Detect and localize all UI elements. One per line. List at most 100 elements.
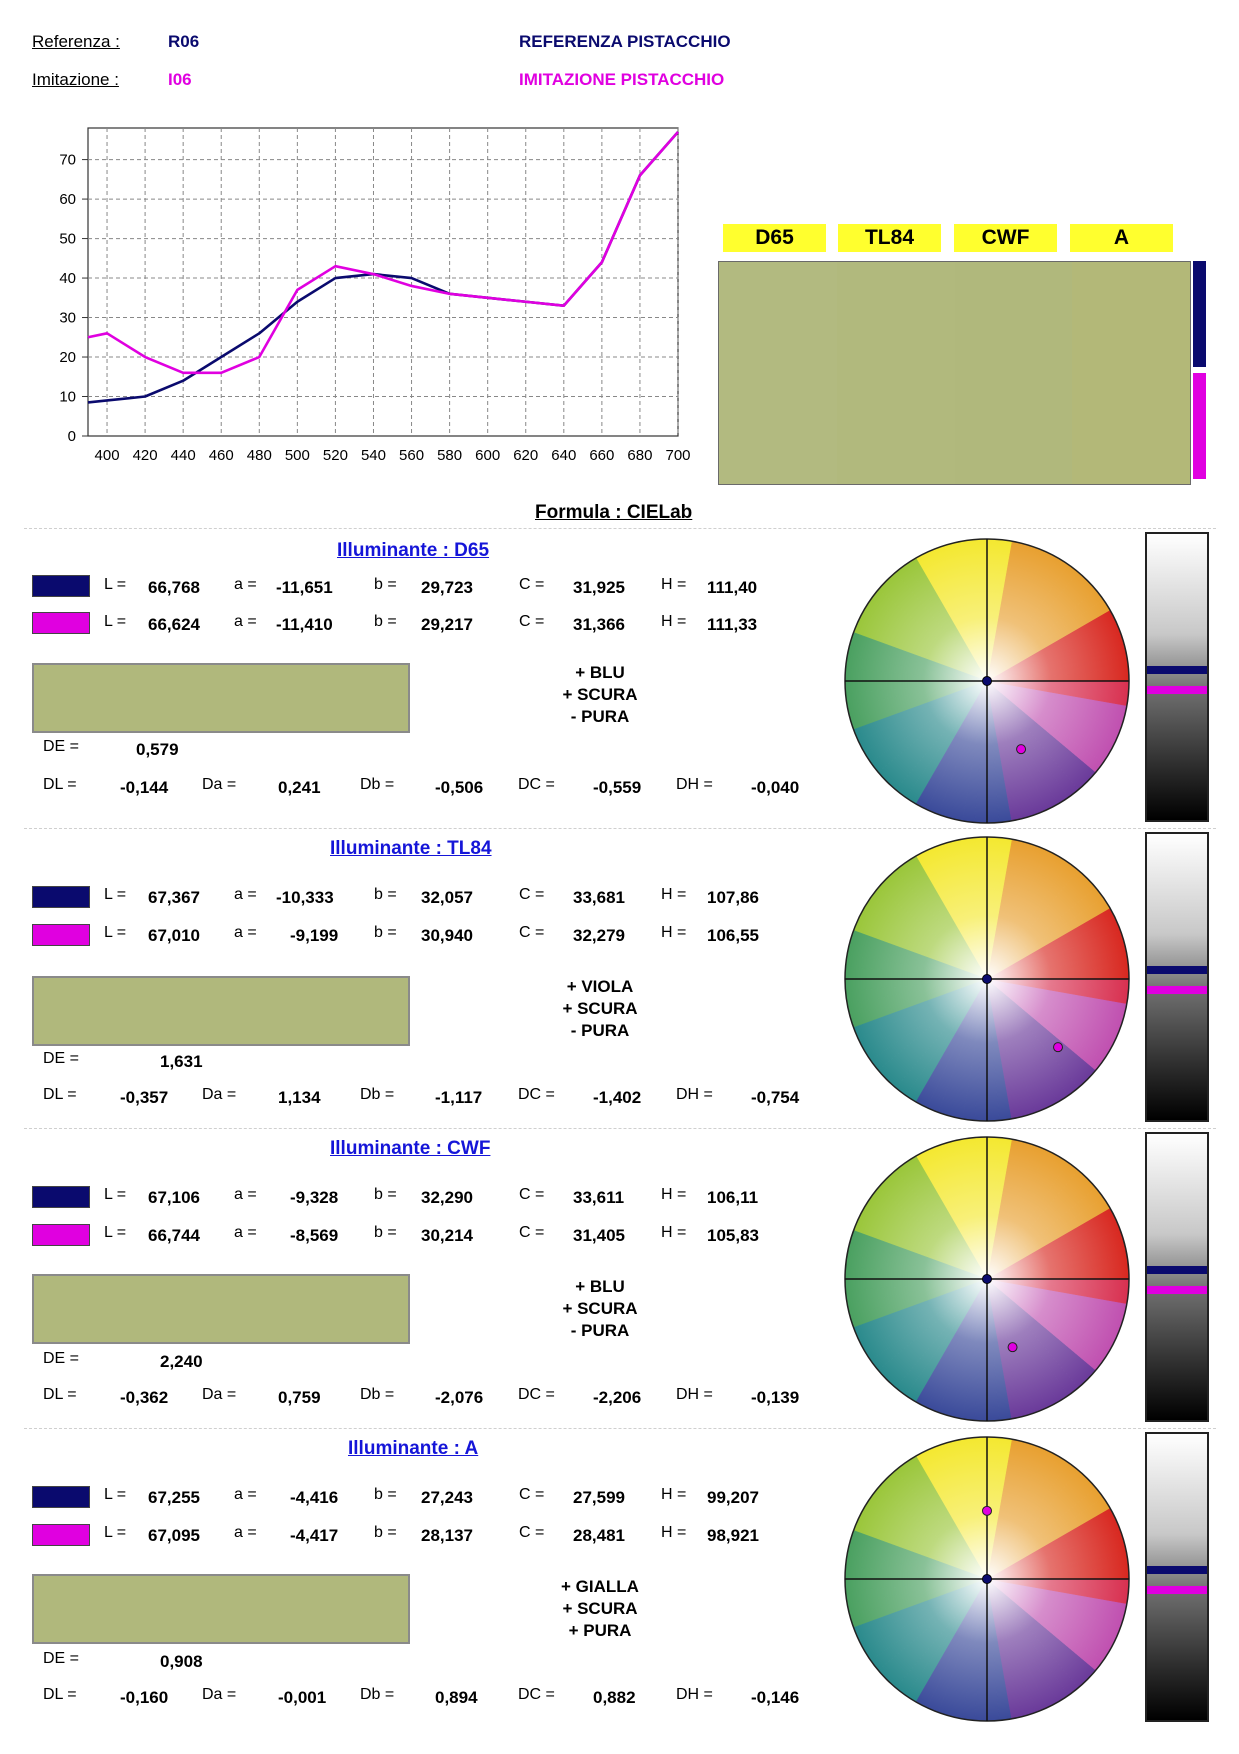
label-a: a = bbox=[234, 1524, 257, 1541]
label-dc: DC = bbox=[518, 1086, 555, 1103]
imitation-lightness-marker bbox=[1147, 1585, 1207, 1594]
label-db: Db = bbox=[360, 776, 395, 793]
ref-b: 32,290 bbox=[421, 1188, 473, 1207]
diagnosis: + BLU + SCURA - PURA bbox=[520, 1276, 680, 1342]
imi-h: 111,33 bbox=[707, 615, 758, 634]
diagnosis-line: - PURA bbox=[570, 1321, 630, 1340]
section-d65: Illuminante : D65 L = 66,768 a = -11,651… bbox=[0, 528, 1239, 828]
section-tl84: Illuminante : TL84 L = 67,367 a = -10,33… bbox=[0, 828, 1239, 1128]
separator bbox=[24, 1128, 1216, 1129]
label-db: Db = bbox=[360, 1686, 395, 1703]
imi-l: 66,624 bbox=[148, 615, 200, 634]
ref-h: 111,40 bbox=[707, 578, 758, 597]
diagnosis-line: - PURA bbox=[570, 707, 630, 726]
reference-code: R06 bbox=[168, 32, 200, 51]
imitation-chip bbox=[32, 1224, 90, 1246]
reference-point bbox=[982, 676, 992, 686]
label-h: H = bbox=[661, 886, 687, 903]
imi-b: 28,137 bbox=[421, 1526, 473, 1545]
ref-l: 67,106 bbox=[148, 1188, 200, 1207]
reference-lightness-marker bbox=[1147, 965, 1207, 974]
swatch-a bbox=[1072, 262, 1190, 484]
reference-indicator bbox=[1193, 261, 1206, 367]
imitation-chip bbox=[32, 612, 90, 634]
de-value: 2,240 bbox=[160, 1352, 203, 1371]
diagnosis-line: + VIOLA bbox=[566, 977, 634, 996]
label-h: H = bbox=[661, 613, 687, 630]
label-c: C = bbox=[519, 1224, 545, 1241]
de-value: 0,908 bbox=[160, 1652, 203, 1671]
diagnosis-line: + PURA bbox=[568, 1621, 632, 1640]
dh-value: -0,754 bbox=[751, 1088, 800, 1107]
lightness-bar bbox=[1145, 832, 1209, 1122]
label-dc: DC = bbox=[518, 1686, 555, 1703]
label-b: b = bbox=[374, 1524, 397, 1541]
label-l: L = bbox=[104, 1186, 127, 1203]
tab-d65: D65 bbox=[723, 224, 826, 252]
imitation-point bbox=[1053, 1042, 1063, 1053]
reference-lightness-marker bbox=[1147, 665, 1207, 674]
diagnosis-line: + BLU bbox=[575, 663, 625, 682]
ref-l: 66,768 bbox=[148, 578, 200, 597]
label-b: b = bbox=[374, 886, 397, 903]
x-tick-label: 580 bbox=[437, 447, 462, 464]
label-de: DE = bbox=[43, 1050, 80, 1067]
label-dh: DH = bbox=[676, 1686, 713, 1703]
imitation-label: Imitazione : bbox=[32, 70, 119, 89]
x-tick-label: 420 bbox=[133, 447, 158, 464]
x-tick-label: 500 bbox=[285, 447, 310, 464]
y-tick-label: 70 bbox=[59, 152, 76, 169]
imi-h: 106,55 bbox=[707, 926, 759, 945]
imitation-lightness-marker bbox=[1147, 685, 1207, 694]
label-c: C = bbox=[519, 886, 545, 903]
reference-name: REFERENZA PISTACCHIO bbox=[519, 32, 731, 51]
dl-value: -0,144 bbox=[120, 778, 169, 797]
da-value: 0,241 bbox=[278, 778, 321, 797]
label-h: H = bbox=[661, 1224, 687, 1241]
imi-b: 30,214 bbox=[421, 1226, 473, 1245]
tab-tl84: TL84 bbox=[838, 224, 941, 252]
label-b: b = bbox=[374, 1224, 397, 1241]
reference-lightness-marker bbox=[1147, 1565, 1207, 1574]
imitation-lightness-marker bbox=[1147, 985, 1207, 994]
label-l: L = bbox=[104, 886, 127, 903]
y-tick-label: 30 bbox=[59, 310, 76, 327]
dc-value: -0,559 bbox=[593, 778, 642, 797]
label-da: Da = bbox=[202, 1386, 237, 1403]
imitation-point bbox=[1007, 1342, 1018, 1353]
reflectance-chart: 400 420 440 460 480 500 520 540 560 580 600 620 640 6… bbox=[59, 127, 691, 464]
section-title: Illuminante : TL84 bbox=[330, 838, 492, 859]
imi-c: 32,279 bbox=[573, 926, 625, 945]
label-db: Db = bbox=[360, 1386, 395, 1403]
label-c: C = bbox=[519, 1524, 545, 1541]
ref-b: 29,723 bbox=[421, 578, 473, 597]
label-dc: DC = bbox=[518, 776, 555, 793]
label-a: a = bbox=[234, 924, 257, 941]
da-value: -0,001 bbox=[278, 1688, 327, 1707]
imitation-chip bbox=[32, 924, 90, 946]
imitation-lightness-marker bbox=[1147, 1285, 1207, 1294]
x-tick-label: 640 bbox=[551, 447, 576, 464]
diagnosis-line: + SCURA bbox=[562, 999, 638, 1018]
x-tick-label: 460 bbox=[209, 447, 234, 464]
diagnosis-line: + SCURA bbox=[562, 1299, 638, 1318]
label-a: a = bbox=[234, 613, 257, 630]
section-a: Illuminante : A L = 67,255 a = -4,416 b … bbox=[0, 1428, 1239, 1728]
label-dl: DL = bbox=[43, 1086, 77, 1103]
dl-value: -0,160 bbox=[120, 1688, 169, 1707]
y-tick-label: 40 bbox=[59, 270, 76, 287]
color-swatch-panel bbox=[718, 261, 1191, 485]
label-dh: DH = bbox=[676, 1086, 713, 1103]
label-h: H = bbox=[661, 576, 687, 593]
label-dh: DH = bbox=[676, 1386, 713, 1403]
imi-b: 29,217 bbox=[421, 615, 473, 634]
section-title: Illuminante : D65 bbox=[337, 540, 490, 561]
x-tick-label: 700 bbox=[665, 447, 690, 464]
imi-l: 67,095 bbox=[148, 1526, 200, 1545]
dl-value: -0,357 bbox=[120, 1088, 169, 1107]
swatch-cwf bbox=[954, 262, 1073, 484]
reference-point bbox=[982, 1574, 992, 1584]
label-l: L = bbox=[104, 1224, 127, 1241]
hue-wheel bbox=[844, 1136, 1130, 1422]
formula-title: Formula : CIELab bbox=[535, 502, 693, 523]
